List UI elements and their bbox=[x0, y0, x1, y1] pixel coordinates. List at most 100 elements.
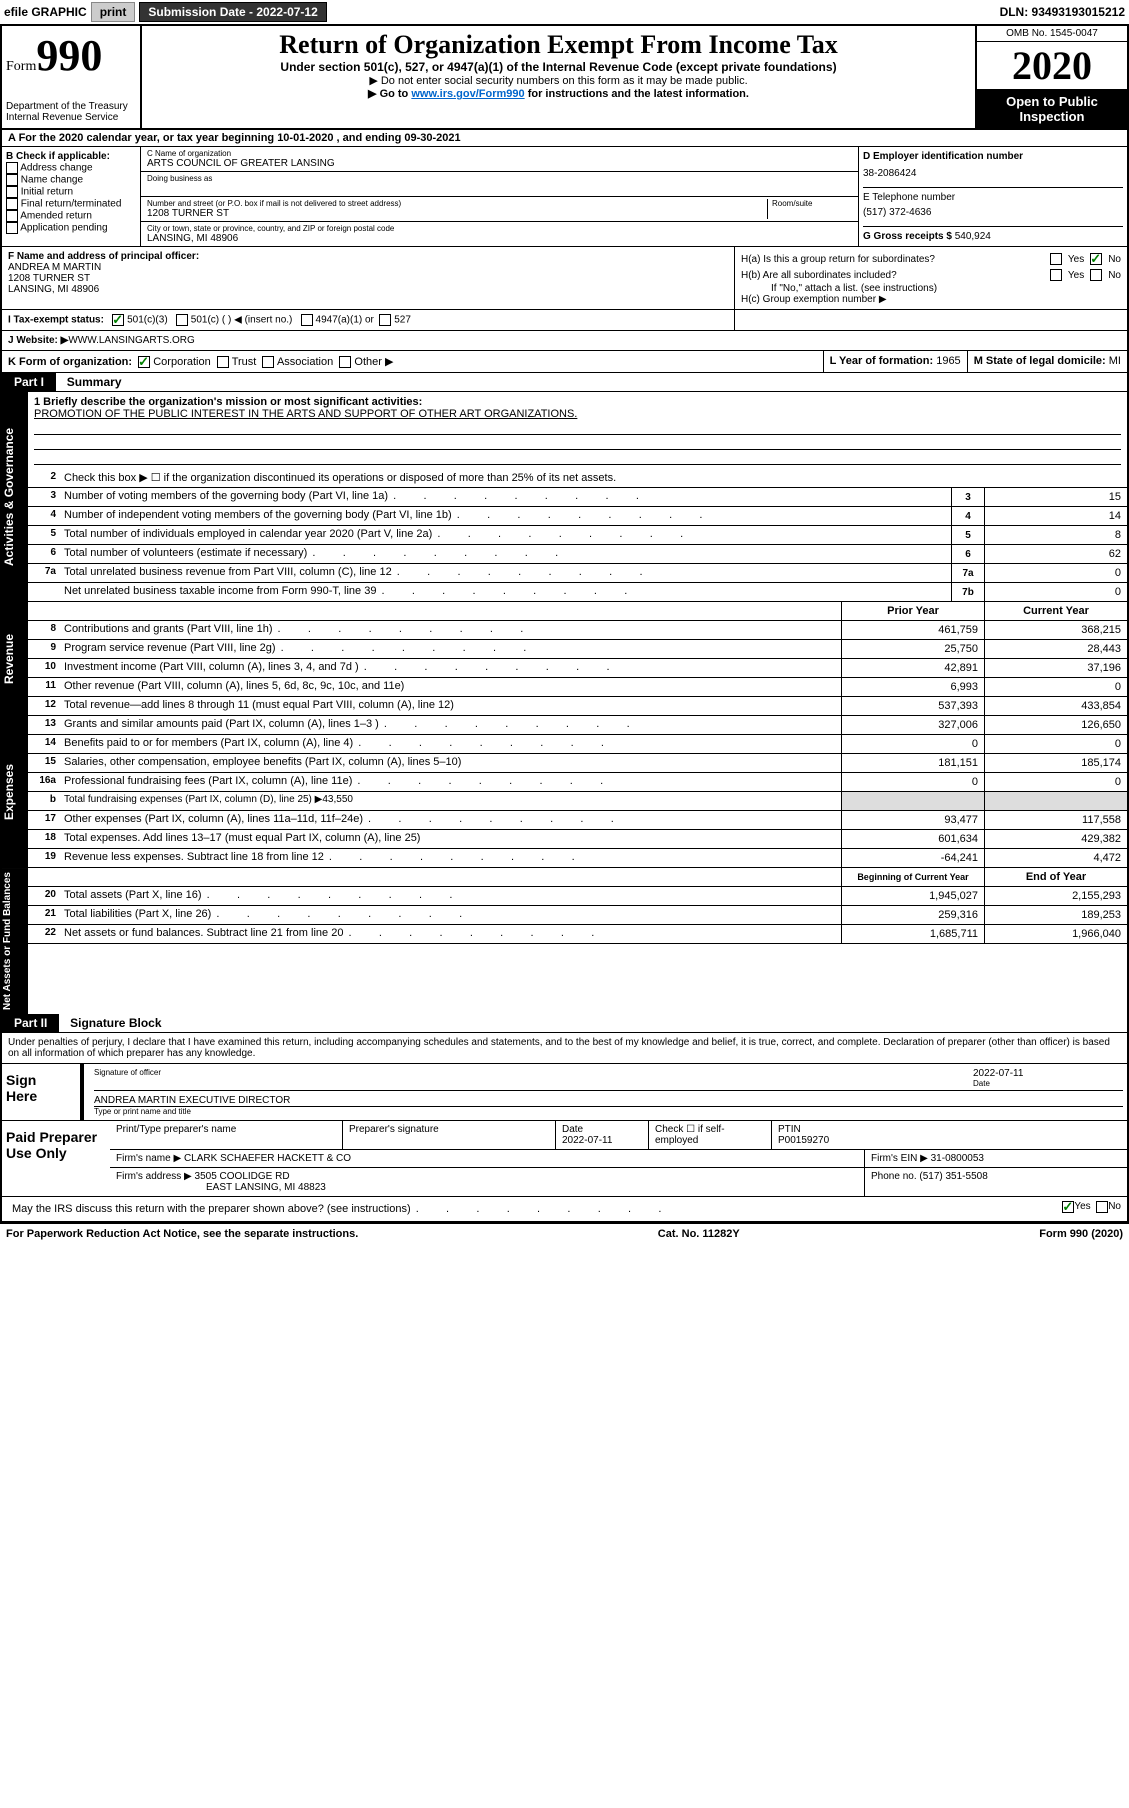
city-state-zip: LANSING, MI 48906 bbox=[147, 233, 852, 244]
cb-address-change[interactable] bbox=[6, 162, 18, 174]
paid-preparer-label: Paid Preparer Use Only bbox=[2, 1121, 110, 1196]
exp-tab: Expenses bbox=[2, 716, 28, 868]
firm-name: CLARK SCHAEFER HACKETT & CO bbox=[184, 1153, 351, 1164]
cb-hb-yes[interactable] bbox=[1050, 269, 1062, 281]
header-middle: Return of Organization Exempt From Incom… bbox=[142, 26, 975, 128]
rev-tab: Revenue bbox=[2, 602, 28, 716]
officer-signed-name: ANDREA MARTIN EXECUTIVE DIRECTOR bbox=[94, 1095, 1123, 1106]
irs-label: Internal Revenue Service bbox=[6, 112, 136, 123]
sign-here-label: Sign Here bbox=[2, 1064, 70, 1120]
cb-ha-no[interactable] bbox=[1090, 253, 1102, 265]
phone-value: (517) 372-4636 bbox=[863, 207, 1123, 218]
header-right: OMB No. 1545-0047 2020 Open to PublicIns… bbox=[975, 26, 1127, 128]
box-m: M State of legal domicile: MI bbox=[968, 351, 1127, 372]
cb-assoc[interactable] bbox=[262, 356, 274, 368]
gov-tab: Activities & Governance bbox=[2, 392, 28, 602]
header-left: Form990 Department of the Treasury Inter… bbox=[2, 26, 142, 128]
city-label: City or town, state or province, country… bbox=[147, 224, 852, 233]
box-l: L Year of formation: 1965 bbox=[824, 351, 968, 372]
box-b: B Check if applicable: Address change Na… bbox=[2, 147, 141, 246]
cb-501c3[interactable] bbox=[112, 314, 124, 326]
firm-addr1: 3505 COOLIDGE RD bbox=[195, 1171, 290, 1182]
firm-phone: (517) 351-5508 bbox=[919, 1171, 987, 1182]
box-i: I Tax-exempt status: 501(c)(3) 501(c) ( … bbox=[2, 310, 735, 330]
line1-label: 1 Briefly describe the organization's mi… bbox=[34, 396, 422, 408]
hc-group-exemption: H(c) Group exemption number ▶ bbox=[741, 294, 1121, 305]
principal-row: F Name and address of principal officer:… bbox=[2, 247, 1127, 310]
org-name-label: C Name of organization bbox=[147, 149, 852, 158]
form-subtitle: Under section 501(c), 527, or 4947(a)(1)… bbox=[146, 60, 971, 74]
mission-text: PROMOTION OF THE PUBLIC INTEREST IN THE … bbox=[34, 408, 577, 420]
cb-initial-return[interactable] bbox=[6, 186, 18, 198]
cb-pending[interactable] bbox=[6, 222, 18, 234]
form-number: 990 bbox=[36, 31, 102, 80]
cb-501c[interactable] bbox=[176, 314, 188, 326]
officer-addr1: 1208 TURNER ST bbox=[8, 273, 728, 284]
room-label: Room/suite bbox=[772, 199, 852, 208]
cb-name-change[interactable] bbox=[6, 174, 18, 186]
cb-amended[interactable] bbox=[6, 210, 18, 222]
val7a: 0 bbox=[984, 564, 1127, 582]
form-990: Form990 Department of the Treasury Inter… bbox=[0, 24, 1129, 1224]
tax-year: 2020 bbox=[977, 42, 1127, 90]
right-info-col: D Employer identification number 38-2086… bbox=[858, 147, 1127, 246]
ein-label: D Employer identification number bbox=[863, 151, 1023, 162]
firm-ein: 31-0800053 bbox=[931, 1153, 984, 1164]
dln: DLN: 93493193015212 bbox=[1000, 5, 1125, 19]
print-button[interactable]: print bbox=[91, 2, 136, 22]
val4: 14 bbox=[984, 507, 1127, 525]
box-j-website: J Website: ▶ WWW.LANSINGARTS.ORG bbox=[2, 331, 1127, 351]
page-footer: For Paperwork Reduction Act Notice, see … bbox=[0, 1224, 1129, 1244]
gross-receipts: 540,924 bbox=[955, 231, 991, 242]
k-l-m-row: K Form of organization: Corporation Trus… bbox=[2, 351, 1127, 373]
submission-date: Submission Date - 2022-07-12 bbox=[139, 2, 326, 22]
perjury-statement: Under penalties of perjury, I declare th… bbox=[2, 1033, 1127, 1063]
revenue-section: Revenue Prior YearCurrent Year 8Contribu… bbox=[2, 602, 1127, 716]
cat-no: Cat. No. 11282Y bbox=[658, 1228, 740, 1240]
line6: Total number of volunteers (estimate if … bbox=[60, 545, 951, 563]
ptin: P00159270 bbox=[778, 1135, 1121, 1146]
signature-block: Signature of officer 2022-07-11Date ANDR… bbox=[80, 1064, 1127, 1120]
cb-ha-yes[interactable] bbox=[1050, 253, 1062, 265]
org-name: ARTS COUNCIL OF GREATER LANSING bbox=[147, 158, 852, 169]
line7b: Net unrelated business taxable income fr… bbox=[60, 583, 951, 601]
line4: Number of independent voting members of … bbox=[60, 507, 951, 525]
cb-hb-no[interactable] bbox=[1090, 269, 1102, 281]
governance-section: Activities & Governance 1 Briefly descri… bbox=[2, 392, 1127, 602]
form-ref: Form 990 (2020) bbox=[1039, 1228, 1123, 1240]
irs-link[interactable]: www.irs.gov/Form990 bbox=[411, 88, 524, 100]
val7b: 0 bbox=[984, 583, 1127, 601]
form-title: Return of Organization Exempt From Incom… bbox=[146, 30, 971, 60]
cb-trust[interactable] bbox=[217, 356, 229, 368]
eoy-hdr: End of Year bbox=[984, 868, 1127, 886]
cb-527[interactable] bbox=[379, 314, 391, 326]
website-url: WWW.LANSINGARTS.ORG bbox=[68, 335, 195, 346]
dept-treasury: Department of the Treasury bbox=[6, 101, 136, 112]
cb-discuss-yes[interactable] bbox=[1062, 1201, 1074, 1213]
dba-label: Doing business as bbox=[147, 174, 852, 183]
expenses-section: Expenses 13Grants and similar amounts pa… bbox=[2, 716, 1127, 868]
line7a: Total unrelated business revenue from Pa… bbox=[60, 564, 951, 582]
line3: Number of voting members of the governin… bbox=[60, 488, 951, 506]
firm-addr2: EAST LANSING, MI 48823 bbox=[206, 1182, 326, 1193]
paperwork-notice: For Paperwork Reduction Act Notice, see … bbox=[6, 1228, 358, 1240]
val3: 15 bbox=[984, 488, 1127, 506]
phone-label: E Telephone number bbox=[863, 192, 1123, 203]
form-word: Form bbox=[6, 59, 36, 74]
cb-corp[interactable] bbox=[138, 356, 150, 368]
net-assets-section: Net Assets or Fund Balances Beginning of… bbox=[2, 868, 1127, 1014]
street-address: 1208 TURNER ST bbox=[147, 208, 767, 219]
officer-name: ANDREA M MARTIN bbox=[8, 262, 728, 273]
cb-4947[interactable] bbox=[301, 314, 313, 326]
cb-other[interactable] bbox=[339, 356, 351, 368]
discuss-row: May the IRS discuss this return with the… bbox=[2, 1197, 1127, 1222]
line2: Check this box ▶ ☐ if the organization d… bbox=[60, 469, 1127, 487]
row-a-tax-year: A For the 2020 calendar year, or tax yea… bbox=[2, 130, 1127, 147]
omb-number: OMB No. 1545-0047 bbox=[977, 26, 1127, 42]
prior-year-hdr: Prior Year bbox=[841, 602, 984, 620]
cb-discuss-no[interactable] bbox=[1096, 1201, 1108, 1213]
line5: Total number of individuals employed in … bbox=[60, 526, 951, 544]
ein-value: 38-2086424 bbox=[863, 168, 1123, 179]
val5: 8 bbox=[984, 526, 1127, 544]
cb-final-return[interactable] bbox=[6, 198, 18, 210]
